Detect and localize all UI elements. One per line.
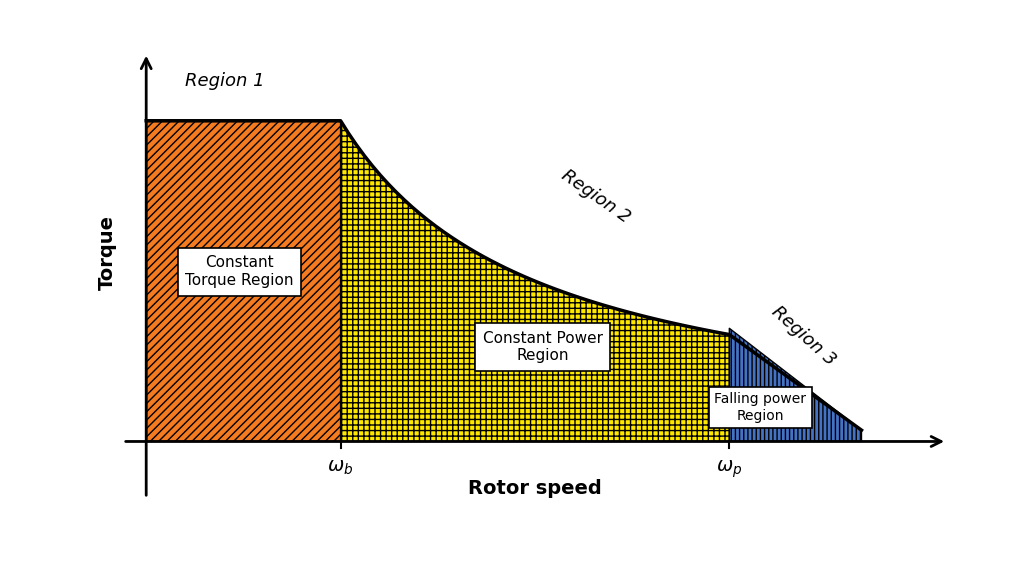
Text: $\omega_b$: $\omega_b$ [328, 458, 353, 478]
Text: Constant Power
Region: Constant Power Region [482, 331, 603, 363]
Text: Constant
Torque Region: Constant Torque Region [185, 255, 294, 288]
Text: Region 2: Region 2 [558, 166, 634, 226]
Text: Region 3: Region 3 [768, 302, 840, 369]
Text: Falling power
Region: Falling power Region [715, 392, 807, 423]
Text: Region 1: Region 1 [185, 72, 264, 89]
Text: Torque: Torque [98, 215, 117, 290]
Text: $\omega_p$: $\omega_p$ [716, 458, 742, 480]
Text: Rotor speed: Rotor speed [468, 479, 602, 498]
